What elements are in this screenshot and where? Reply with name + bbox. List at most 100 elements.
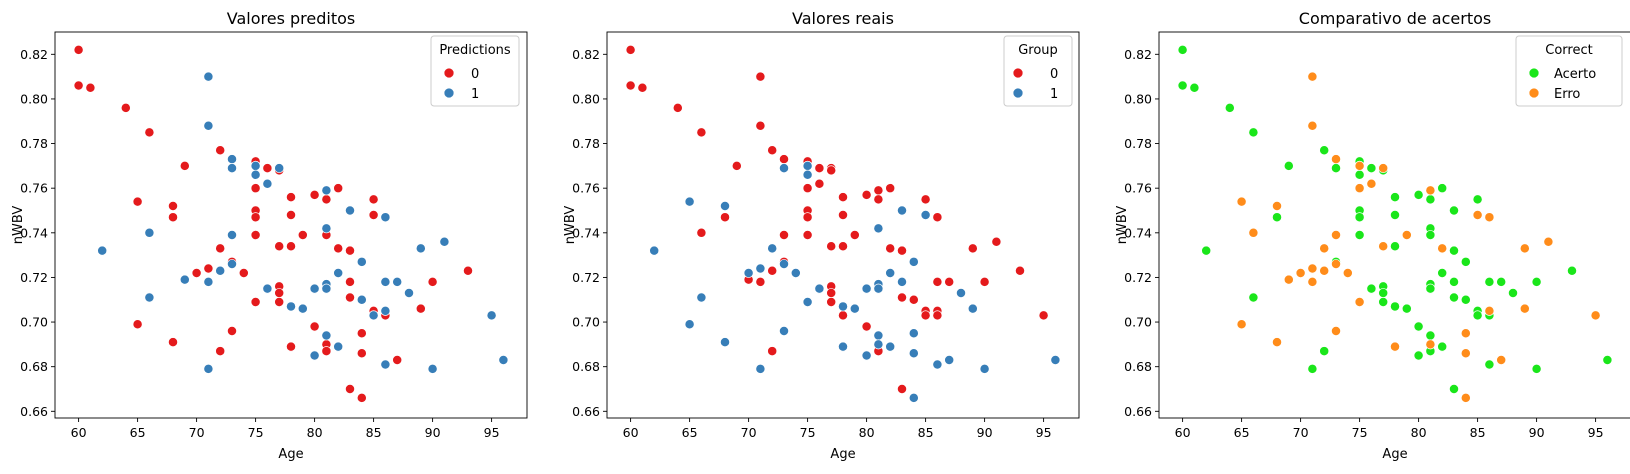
scatter-point-series-1	[684, 319, 695, 330]
scatter-point-series-0	[1567, 265, 1577, 276]
scatter-point-series-0	[826, 288, 837, 299]
x-tick-label: 80	[1411, 425, 1427, 440]
y-tick-label: 0.70	[20, 315, 48, 330]
scatter-point-series-1	[932, 359, 943, 370]
scatter-point-series-0	[345, 276, 355, 287]
scatter-point-series-1	[908, 328, 919, 339]
scatter-point-series-0	[1354, 169, 1365, 180]
scatter-point-series-0	[908, 294, 919, 305]
y-axis-label: nWBV	[1115, 206, 1130, 245]
scatter-point-series-0	[368, 194, 379, 205]
scatter-point-series-1	[1484, 212, 1495, 223]
scatter-point-series-0	[1449, 292, 1459, 303]
x-tick-label: 65	[1234, 425, 1250, 440]
scatter-point-series-0	[1378, 297, 1389, 307]
scatter-point-series-0	[1496, 276, 1507, 287]
scatter-point-series-0	[345, 384, 355, 394]
scatter-point-series-1	[1307, 71, 1318, 82]
scatter-point-series-0	[345, 245, 355, 256]
scatter-point-series-0	[321, 346, 332, 357]
scatter-point-series-0	[392, 355, 403, 365]
scatter-point-series-0	[1366, 163, 1377, 174]
scatter-point-series-0	[625, 44, 636, 55]
scatter-point-series-0	[1484, 276, 1495, 287]
y-tick-labels: 0.66 0.68 0.70 0.72 0.74 0.76 0.78 0.80 0.82	[572, 47, 600, 419]
scatter-point-series-0	[625, 80, 636, 91]
scatter-point-series-0	[1201, 245, 1212, 256]
scatter-point-series-0	[215, 145, 226, 156]
scatter-point-series-0	[238, 268, 249, 278]
scatter-point-series-0	[333, 183, 344, 194]
scatter-point-series-0	[1401, 303, 1412, 314]
scatter-point-series-0	[932, 310, 943, 321]
scatter-point-series-1	[908, 392, 919, 403]
scatter-point-series-1	[1331, 259, 1341, 269]
scatter-point-series-0	[1508, 288, 1518, 299]
scatter-point-series-0	[838, 241, 848, 252]
x-tick-label: 70	[189, 425, 205, 440]
y-tick-label: 0.74	[572, 225, 600, 240]
scatter-point-series-1	[779, 326, 789, 336]
scatter-point-series-0	[873, 185, 884, 196]
x-tick-label: 60	[71, 425, 87, 440]
scatter-point-series-0	[1437, 183, 1448, 194]
scatter-point-series-0	[250, 212, 261, 223]
scatter-point-series-0	[1177, 44, 1188, 55]
x-tick-label: 90	[977, 425, 993, 440]
scatter-point-series-0	[1354, 212, 1365, 223]
scatter-point-series-1	[227, 154, 237, 165]
scatter-point-series-0	[932, 276, 943, 287]
scatter-point-series-1	[979, 363, 990, 374]
chart-title: Valores reais	[792, 9, 894, 28]
scatter-point-series-1	[649, 245, 660, 256]
x-tick-label: 90	[425, 425, 441, 440]
scatter-point-series-0	[814, 163, 825, 174]
scatter-point-series-0	[297, 230, 308, 240]
scatter-point-series-1	[767, 243, 778, 254]
scatter-point-series-1	[1460, 348, 1471, 359]
scatter-points	[73, 44, 509, 403]
scatter-point-series-1	[380, 359, 391, 370]
scatter-point-series-0	[215, 243, 226, 254]
scatter-point-series-0	[191, 268, 202, 278]
scatter-point-series-0	[1602, 355, 1613, 365]
scatter-point-series-1	[779, 163, 789, 174]
scatter-point-series-1	[944, 355, 955, 365]
x-tick-label: 70	[741, 425, 757, 440]
legend: Correct Acerto Erro	[1515, 35, 1623, 107]
scatter-point-series-1	[920, 210, 931, 220]
scatter-point-series-0	[1354, 230, 1365, 240]
scatter-point-series-1	[227, 230, 237, 240]
scatter-point-series-0	[826, 297, 837, 307]
x-tick-label: 60	[623, 425, 639, 440]
scatter-point-series-0	[1378, 288, 1389, 299]
scatter-point-series-1	[1272, 337, 1282, 348]
scatter-point-series-1	[321, 283, 332, 294]
scatter-point-series-0	[179, 160, 190, 171]
scatter-point-series-1	[380, 276, 391, 287]
scatter-point-series-0	[1449, 276, 1459, 287]
scatter-point-series-1	[720, 337, 730, 348]
x-tick-labels: 60 65 70 75 80 85 90 95	[71, 425, 500, 440]
y-tick-label: 0.82	[572, 47, 600, 62]
scatter-point-series-0	[1531, 276, 1542, 287]
y-tick-label: 0.72	[20, 270, 48, 285]
scatter-point-series-1	[1519, 303, 1530, 314]
plot-frame	[606, 31, 1080, 419]
scatter-point-series-0	[637, 82, 648, 93]
scatter-point-series-0	[897, 245, 907, 256]
x-tick-label: 60	[1175, 425, 1191, 440]
legend: Predictions 0 1	[430, 35, 520, 107]
scatter-point-series-1	[439, 236, 450, 247]
scatter-point-series-0	[1460, 294, 1471, 305]
scatter-point-series-1	[908, 256, 919, 267]
scatter-point-series-0	[885, 183, 896, 194]
y-tick-label: 0.68	[1124, 359, 1152, 374]
scatter-point-series-1	[404, 288, 414, 299]
scatter-point-series-0	[991, 236, 1002, 247]
scatter-point-series-1	[1331, 154, 1341, 165]
scatter-point-series-1	[873, 223, 884, 234]
scatter-point-series-0	[838, 192, 848, 203]
scatter-point-series-1	[1272, 201, 1282, 211]
